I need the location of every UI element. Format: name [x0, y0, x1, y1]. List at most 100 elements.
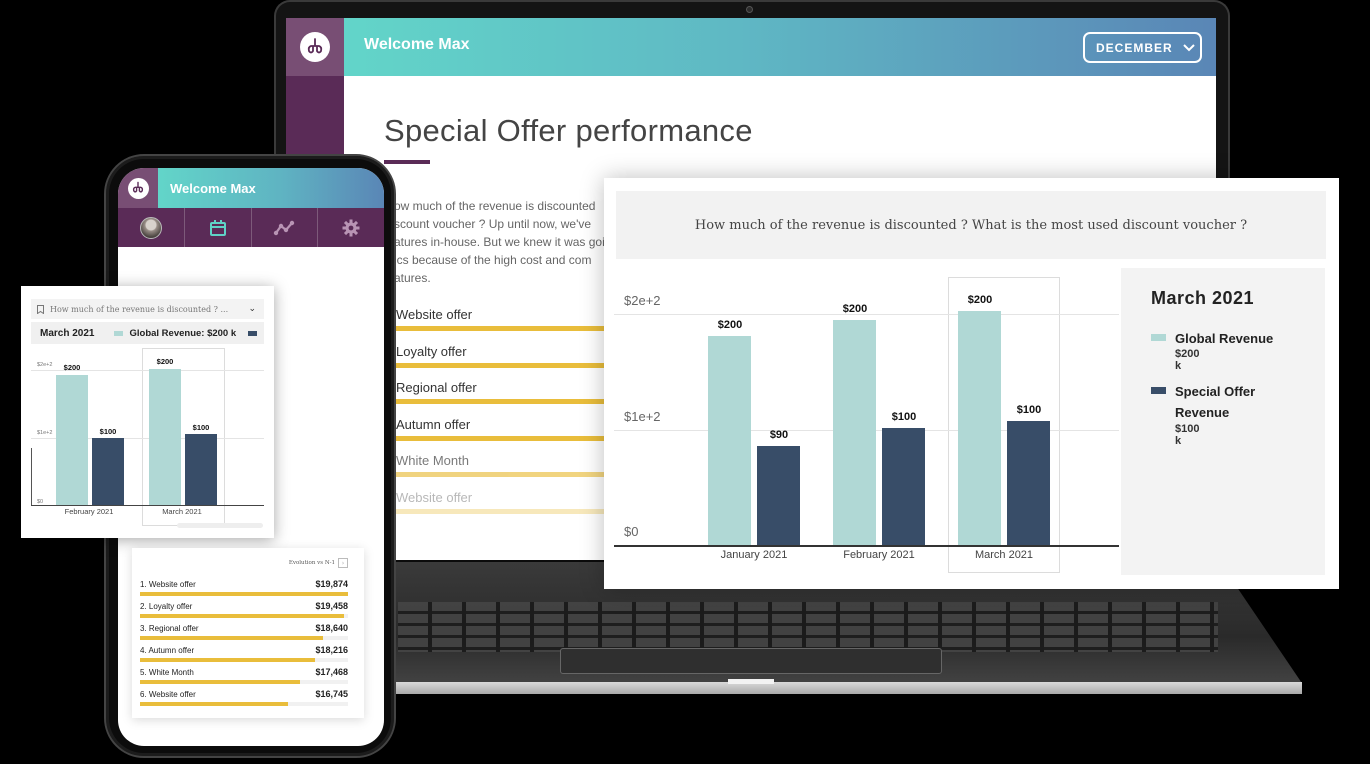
offer-item[interactable]: Website offer [386, 306, 616, 343]
offer-name: 6. Website offer [140, 690, 196, 699]
progress-track [140, 680, 348, 684]
highlight-march[interactable] [948, 277, 1060, 573]
logo-icon [127, 177, 149, 199]
progress-fill [140, 636, 324, 640]
offer-item[interactable]: Loyalty offer [386, 343, 616, 380]
offer-item[interactable]: Website offer [386, 489, 616, 526]
offer-name: 3. Regional offer [140, 624, 199, 633]
gridline [614, 314, 1119, 315]
logo-icon [300, 32, 330, 62]
offer-bar [386, 472, 616, 477]
offer-ranking-card: Evolution vs N-1 › 1. Website offer $19,… [132, 548, 364, 718]
x-category: January 2021 [720, 549, 788, 561]
x-axis [614, 545, 1119, 547]
revenue-chart-card: How much of the revenue is discounted ? … [604, 178, 1339, 589]
offer-bar [386, 399, 616, 404]
y-tick: $2e+2 [37, 362, 53, 368]
laptop-camera [746, 6, 753, 13]
intro-line: scount voucher ? Up until now, we've [394, 217, 592, 231]
x-category: March 2021 [162, 507, 202, 516]
bar-global-mar[interactable] [958, 311, 1001, 546]
mini-question-dropdown[interactable]: How much of the revenue is discounted ? … [31, 299, 264, 319]
nav-calendar[interactable] [185, 208, 252, 247]
chevron-down-icon: ⌄ [248, 304, 256, 314]
bar-label: $200 [967, 294, 993, 306]
offer-item[interactable]: Autumn offer [386, 416, 616, 453]
gridline [31, 370, 264, 371]
mini-legend-global: Global Revenue: $200 k [129, 327, 237, 339]
bar-label: $100 [99, 427, 117, 436]
bar-global-jan[interactable] [708, 336, 751, 546]
bar-special-mar[interactable] [1007, 421, 1050, 546]
bar-chart: $2e+2 $1e+2 $0 $200 $90 $200 $100 $200 $… [614, 266, 1119, 576]
y-tick: $1e+2 [37, 430, 53, 436]
phone-nav [118, 208, 384, 247]
offer-item[interactable]: Regional offer [386, 379, 616, 416]
mini-bar-global-mar[interactable] [149, 369, 181, 506]
mini-question-text: How much of the revenue is discounted ? … [50, 304, 229, 314]
bar-global-feb[interactable] [833, 320, 876, 546]
offer-value: $18,640 [315, 623, 348, 633]
mini-legend: March 2021 Global Revenue: $200 k [31, 322, 264, 344]
progress-fill [140, 680, 301, 684]
mini-bar-special-feb[interactable] [92, 438, 124, 506]
x-category: March 2021 [974, 549, 1034, 561]
evolution-toggle[interactable]: Evolution vs N-1 › [289, 558, 348, 568]
offer-label: Loyalty offer [396, 343, 467, 359]
y-tick: $0 [624, 524, 639, 539]
progress-fill [140, 614, 344, 618]
list-item[interactable]: 5. White Month $17,468 [140, 667, 348, 690]
progress-fill [140, 658, 315, 662]
intro-line: atures. [394, 271, 431, 285]
list-item[interactable]: 4. Autumn offer $18,216 [140, 645, 348, 668]
phone-app-logo[interactable] [118, 168, 158, 208]
month-dropdown[interactable]: DECEMBER [1083, 32, 1202, 63]
list-item[interactable]: 3. Regional offer $18,640 [140, 623, 348, 646]
offer-label: Website offer [396, 307, 473, 322]
mini-chart-card: How much of the revenue is discounted ? … [21, 286, 274, 538]
list-item[interactable]: 6. Website offer $16,745 [140, 689, 348, 712]
nav-analytics[interactable] [252, 208, 319, 247]
offer-bar [386, 326, 616, 331]
bar-label: $100 [192, 423, 210, 432]
progress-track [140, 614, 348, 618]
offer-bar [386, 508, 616, 514]
bookmark-icon [37, 304, 44, 314]
legend-name: Special Offer Revenue [1175, 384, 1256, 420]
list-item[interactable]: 1. Website offer $19,874 [140, 579, 348, 602]
horizontal-scrollbar[interactable] [177, 523, 263, 528]
intro-paragraph: ow much of the revenue is discounted sco… [394, 197, 614, 287]
evolution-label: Evolution vs N-1 [288, 560, 335, 566]
bar-special-feb[interactable] [882, 428, 925, 546]
offer-value: $17,468 [315, 667, 348, 677]
avatar [139, 216, 162, 239]
x-category: February 2021 [64, 507, 114, 516]
legend-swatch [1151, 387, 1166, 394]
offer-label: White Month [396, 453, 469, 468]
bar-special-jan[interactable] [757, 446, 800, 546]
mini-bar-special-mar[interactable] [185, 434, 217, 506]
offer-list: Website offer Loyalty offer Regional off… [386, 306, 616, 525]
list-item[interactable]: 2. Loyalty offer $19,458 [140, 601, 348, 624]
bar-label: $200 [717, 319, 743, 331]
top-header: Welcome Max DECEMBER [344, 18, 1216, 76]
mini-bar-chart: $2e+2 $1e+2 $0 $200 $100 $200 $100 Febru… [31, 346, 264, 531]
x-axis [31, 505, 264, 506]
welcome-text: Welcome Max [170, 181, 256, 196]
intro-line: ics because of the high cost and com [394, 253, 592, 267]
bar-label: $200 [156, 357, 174, 366]
chevron-right-icon: › [338, 558, 348, 568]
app-logo[interactable] [286, 18, 344, 76]
offer-value: $18,216 [315, 645, 348, 655]
gear-icon [342, 219, 360, 236]
offer-value: $19,874 [315, 579, 348, 589]
y-tick: $2e+2 [624, 293, 661, 308]
mini-legend-month: March 2021 [40, 327, 95, 339]
nav-profile[interactable] [118, 208, 185, 247]
page-title: Special Offer performance [384, 113, 753, 148]
intro-line: atures in-house. But we knew it was goi [394, 235, 605, 249]
mini-bar-global-feb[interactable] [56, 375, 88, 506]
nav-settings[interactable] [318, 208, 384, 247]
offer-item[interactable]: White Month [386, 452, 616, 489]
